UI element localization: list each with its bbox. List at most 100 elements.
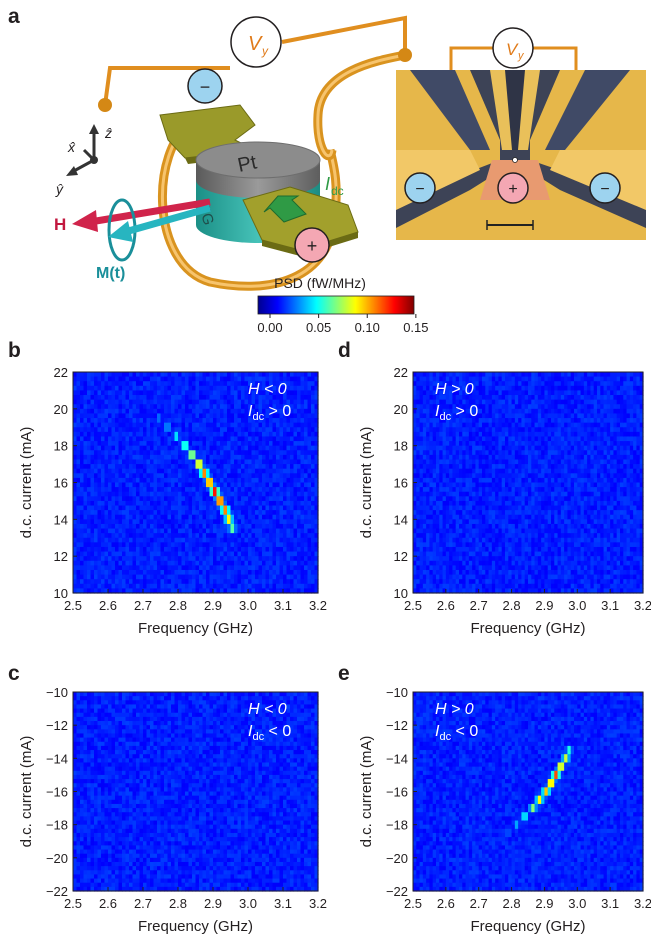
heatmap-cell [213,583,218,589]
heatmap-cell [73,523,78,530]
heatmap-cell [150,837,155,842]
heatmap-cell [181,523,186,530]
heatmap-cell [286,583,291,589]
heatmap-cell [90,816,95,822]
heatmap-cell [171,445,176,451]
heatmap-cell [97,528,102,534]
heatmap-cell [178,696,183,701]
heatmap-cell [237,418,242,424]
heatmap-cell [178,464,183,470]
heatmap-cell [248,487,253,493]
heatmap-cell [73,812,78,817]
heatmap-cell [174,542,179,548]
heatmap-cell [174,537,179,543]
heatmap-cell [132,505,137,511]
heatmap-cell [290,583,295,589]
heatmap-cell [111,824,116,830]
heatmap-cell [174,878,179,884]
heatmap-cell [199,542,204,548]
heatmap-cell [108,491,113,497]
heatmap-cell [220,551,225,557]
heatmap-cell [157,878,162,884]
heatmap-cell [202,422,207,428]
heatmap-cell [160,741,165,747]
heatmap-cell [181,729,186,735]
heatmap-cell [118,725,123,730]
heatmap-cell [97,712,102,718]
heatmap-cell [262,372,267,378]
heatmap-cell [73,413,78,419]
heatmap-cell [139,861,144,867]
heatmap-cell [125,583,130,589]
heatmap-cell [283,445,288,451]
heatmap-cell [160,491,165,497]
heatmap-cell [146,390,151,396]
heatmap-cell [241,583,246,589]
heatmap-cell [216,418,221,424]
heatmap-cell [213,491,218,497]
heatmap-cell [76,791,81,797]
heatmap-cell [293,413,298,419]
heatmap-cell [171,473,176,479]
heatmap-cell [132,372,137,378]
heatmap-cell [241,537,246,543]
heatmap-cell [279,376,284,382]
heatmap-cell [143,473,148,479]
heatmap-cell [265,376,270,382]
heatmap-cell [125,733,130,739]
heatmap-cell [101,399,106,405]
heatmap-cell [94,820,99,826]
heatmap-cell [276,454,281,461]
heatmap-cell [160,816,165,822]
heatmap-cell [164,754,169,759]
heatmap-cell [150,866,155,871]
heatmap-cell [125,808,130,813]
heatmap-cell [223,413,228,419]
heatmap-cell [129,803,134,809]
heatmap-cell [122,824,127,830]
heatmap-cell [265,491,270,497]
heatmap-cell [167,583,172,589]
heatmap-cell [153,716,158,722]
heatmap-cell [118,812,123,817]
heatmap-cell [251,533,256,539]
heatmap-cell [94,542,99,548]
heatmap-cell [199,376,204,382]
heatmap-cell [111,741,116,747]
heatmap-cell [272,510,277,516]
heatmap-cell [150,588,155,594]
heatmap-cell [136,445,141,451]
heatmap-cell [111,841,116,846]
heatmap-cell [300,422,305,428]
heatmap-cell [258,505,263,511]
heatmap-cell [300,445,305,451]
heatmap-cell [314,464,319,470]
heatmap-cell [111,866,116,871]
heatmap-cell [90,551,95,557]
heatmap-cell [87,808,92,813]
heatmap-cell [87,725,92,730]
field-label: H [54,215,66,234]
heatmap-cell [234,551,239,557]
heatmap-cell [244,422,249,428]
heatmap-cell [174,579,179,585]
heatmap-cell [178,477,183,484]
heatmap-cell [83,758,88,764]
heatmap-cell [129,372,134,378]
heatmap-cell [199,533,204,539]
heatmap-cell [101,523,106,530]
heatmap-cell [192,514,197,520]
heatmap-cell [276,381,281,387]
heatmap-cell [209,473,214,479]
heatmap-cell [223,459,228,465]
heatmap-cell [304,390,309,396]
heatmap-cell [97,542,102,548]
heatmap-cell [167,381,172,387]
heatmap-cell [164,500,169,507]
heatmap-cell [129,376,134,382]
heatmap-cell [241,579,246,585]
heatmap-cell [314,477,319,484]
heatmap-cell [234,381,239,387]
heatmap-cell [104,422,109,428]
heatmap-cell [276,427,281,433]
